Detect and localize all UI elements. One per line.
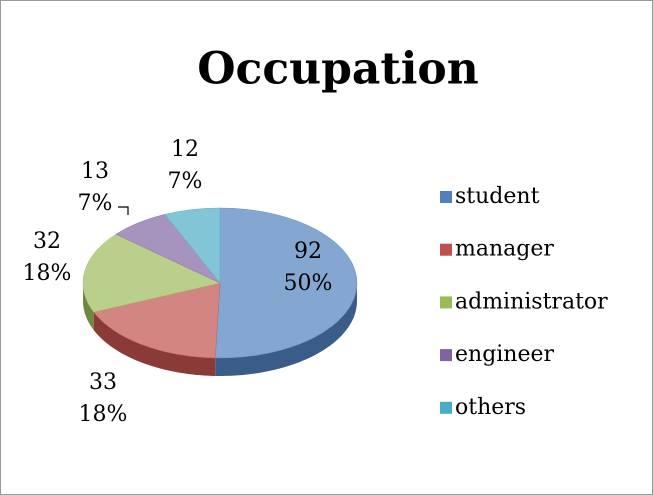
legend-swatch xyxy=(440,349,452,362)
legend-label: others xyxy=(455,395,526,420)
legend-label: administrator xyxy=(455,289,608,314)
percent-label: 18% xyxy=(23,261,72,286)
slice xyxy=(93,282,221,359)
data-label: 12 xyxy=(171,137,199,162)
percent-label: 7% xyxy=(78,191,113,216)
slice xyxy=(82,233,221,313)
percent-label: 7% xyxy=(168,169,203,194)
slice xyxy=(215,207,358,359)
slice-side xyxy=(83,283,94,330)
percent-label: 18% xyxy=(79,402,128,427)
data-label: 33 xyxy=(89,370,117,395)
data-label: 92 xyxy=(294,239,322,264)
data-label: 32 xyxy=(33,229,61,254)
legend-swatch xyxy=(440,191,452,203)
legend-swatch xyxy=(440,401,452,414)
slice-side xyxy=(93,312,216,376)
legend-label: engineer xyxy=(455,342,555,367)
leader-line xyxy=(118,206,129,215)
slice-side xyxy=(215,283,357,376)
legend-label: student xyxy=(455,184,540,209)
percent-label: 50% xyxy=(284,271,333,296)
legend-label: manager xyxy=(455,237,554,262)
legend-swatch xyxy=(440,296,452,309)
slice xyxy=(164,207,221,284)
legend-swatch xyxy=(440,243,452,256)
data-label: 13 xyxy=(81,159,109,184)
chart-title: Occupation xyxy=(197,44,479,95)
